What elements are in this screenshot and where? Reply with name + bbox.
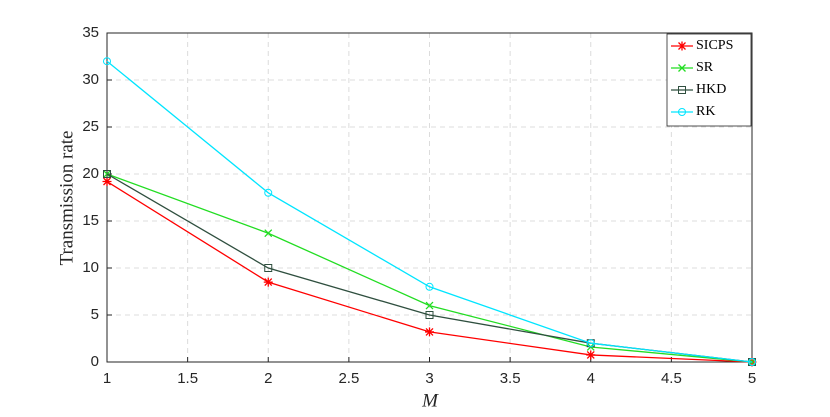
marker-shape bbox=[263, 277, 273, 287]
y-tick-label: 25 bbox=[82, 118, 99, 135]
marker-shape bbox=[678, 108, 686, 116]
legend: SICPS SR HKD RK bbox=[666, 33, 752, 127]
y-tick-label: 20 bbox=[82, 165, 99, 182]
marker-shape bbox=[264, 188, 273, 197]
marker bbox=[586, 350, 596, 360]
legend-box bbox=[666, 33, 752, 127]
y-tick-label: 15 bbox=[82, 212, 99, 229]
marker-shape bbox=[425, 301, 434, 310]
y-tick-label: 35 bbox=[82, 24, 99, 41]
marker-shape bbox=[748, 358, 756, 366]
marker-shape bbox=[264, 229, 273, 238]
legend-marker bbox=[678, 108, 686, 116]
marker bbox=[103, 170, 111, 178]
marker bbox=[102, 177, 112, 187]
marker bbox=[425, 301, 434, 310]
axes-box bbox=[106, 32, 753, 363]
marker-shape bbox=[678, 86, 686, 94]
x-tick-label: 1.5 bbox=[177, 370, 198, 387]
x-tick-label: 4 bbox=[587, 370, 595, 387]
marker bbox=[586, 339, 595, 348]
marker-shape bbox=[586, 350, 596, 360]
marker bbox=[425, 282, 434, 291]
marker bbox=[264, 229, 273, 238]
legend-label: SR bbox=[696, 60, 714, 75]
marker-shape bbox=[586, 339, 595, 348]
marker-shape bbox=[103, 170, 111, 178]
y-tick-label: 0 bbox=[91, 353, 99, 370]
marker-shape bbox=[102, 177, 112, 187]
marker bbox=[748, 358, 756, 366]
x-tick-label: 2 bbox=[264, 370, 272, 387]
x-tick-label: 5 bbox=[748, 370, 756, 387]
y-tick-label: 30 bbox=[82, 71, 99, 88]
x-tick-label: 1 bbox=[103, 370, 111, 387]
legend-label: RK bbox=[696, 104, 715, 119]
marker-shape bbox=[425, 327, 434, 337]
series-line bbox=[106, 60, 753, 363]
marker bbox=[425, 311, 434, 319]
y-tick-label: 5 bbox=[91, 306, 99, 323]
x-axis-label: M bbox=[421, 390, 439, 411]
marker-shape bbox=[103, 57, 111, 66]
marker-shape bbox=[678, 41, 686, 51]
marker-shape bbox=[678, 64, 686, 72]
marker bbox=[425, 327, 434, 337]
marker bbox=[263, 277, 273, 287]
y-axis-label: Transmission rate bbox=[56, 131, 77, 266]
x-tick-label: 4.5 bbox=[661, 370, 682, 387]
marker bbox=[103, 57, 111, 66]
legend-label: SICPS bbox=[696, 38, 733, 53]
legend-marker bbox=[678, 41, 686, 51]
marker bbox=[264, 188, 273, 197]
y-tick-label: 10 bbox=[82, 259, 99, 276]
marker-shape bbox=[425, 282, 434, 291]
marker-shape bbox=[264, 264, 273, 272]
x-tick-label: 2.5 bbox=[338, 370, 359, 387]
x-tick-label: 3 bbox=[425, 370, 433, 387]
marker bbox=[264, 264, 273, 272]
marker-shape bbox=[425, 311, 434, 319]
legend-label: HKD bbox=[696, 82, 726, 97]
legend-marker bbox=[678, 86, 686, 94]
x-tick-label: 3.5 bbox=[500, 370, 521, 387]
legend-marker bbox=[678, 64, 686, 72]
